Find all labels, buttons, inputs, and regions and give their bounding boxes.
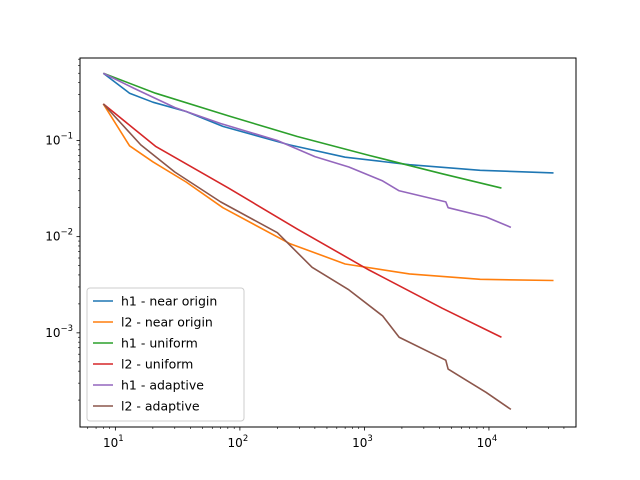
legend: h1 - near origin l2 - near origin h1 - uni… <box>86 287 245 422</box>
x-tick-label: 103 <box>352 434 373 450</box>
plot-frame <box>79 57 577 428</box>
series-line-6 <box>102 103 512 411</box>
legend-entry-label: h1 - adaptive <box>121 378 204 393</box>
series-line-2 <box>102 103 554 282</box>
y-tick-label: 10−3 <box>45 324 73 340</box>
legend-entry-label: l2 - adaptive <box>121 399 200 414</box>
legend-entry-label: h1 - uniform <box>121 336 198 351</box>
y-tick-label: 10−1 <box>45 131 73 147</box>
legend-entry-label: l2 - uniform <box>121 357 193 372</box>
x-tick-label: 104 <box>477 434 498 450</box>
series-line-1 <box>102 72 554 174</box>
y-tick-label: 10−2 <box>45 228 73 244</box>
major-tick-layer: 101 102 103 104 10−3 10−2 10−1 <box>45 131 497 450</box>
series-layer <box>102 72 554 411</box>
series-line-5 <box>102 72 512 229</box>
legend-entry-label: h1 - near origin <box>121 294 217 309</box>
x-tick-label: 102 <box>228 434 249 450</box>
legend-entry-label: l2 - near origin <box>121 315 213 330</box>
x-tick-label: 101 <box>103 434 124 450</box>
series-line-4 <box>102 103 502 338</box>
series-line-3 <box>103 72 502 189</box>
legend-box <box>86 287 245 422</box>
